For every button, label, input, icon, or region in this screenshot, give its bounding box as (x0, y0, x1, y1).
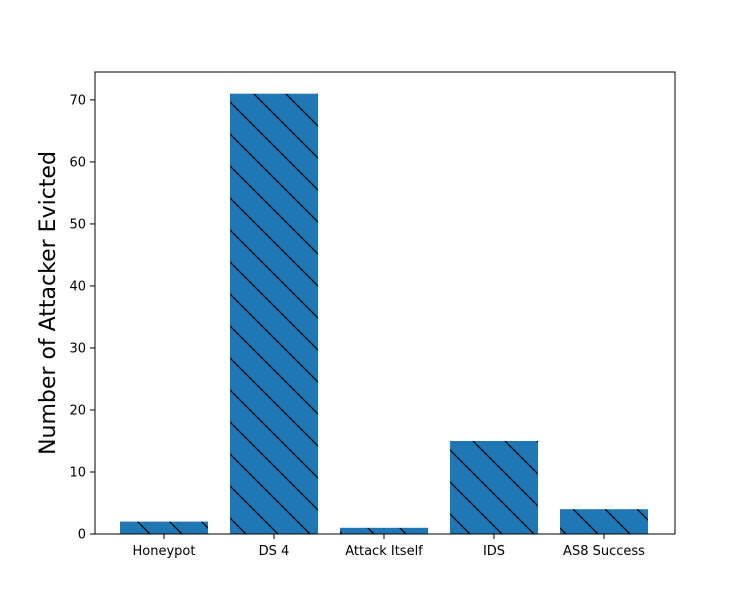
x-tick-label-0: Honeypot (133, 544, 196, 559)
x-tick-label-2: Attack Itself (345, 544, 423, 559)
bar-1 (230, 93, 318, 534)
x-axis: Honeypot DS 4 Attack Itself IDS AS8 Success (133, 534, 645, 559)
bar-3 (450, 440, 538, 534)
y-tick-label-5: 50 (69, 217, 86, 232)
plot-frame (94, 71, 676, 535)
bars-group (120, 93, 648, 534)
y-axis-label: Number of Attacker Evicted (36, 151, 61, 455)
y-axis: 0 10 20 30 40 50 60 70 (69, 93, 95, 543)
bar-2 (340, 527, 428, 534)
y-tick-label-0: 0 (78, 528, 86, 543)
y-tick-label-7: 70 (69, 93, 86, 108)
x-tick-label-4: AS8 Success (563, 544, 645, 559)
y-tick-label-6: 60 (69, 155, 86, 170)
y-tick-label-4: 40 (69, 279, 86, 294)
bar-0 (120, 521, 208, 534)
x-tick-label-3: IDS (483, 544, 505, 559)
x-tick-label-1: DS 4 (259, 544, 290, 559)
y-tick-label-1: 10 (69, 465, 86, 480)
y-tick-label-3: 30 (69, 341, 86, 356)
y-tick-label-2: 20 (69, 403, 86, 418)
bar-4 (560, 509, 648, 534)
